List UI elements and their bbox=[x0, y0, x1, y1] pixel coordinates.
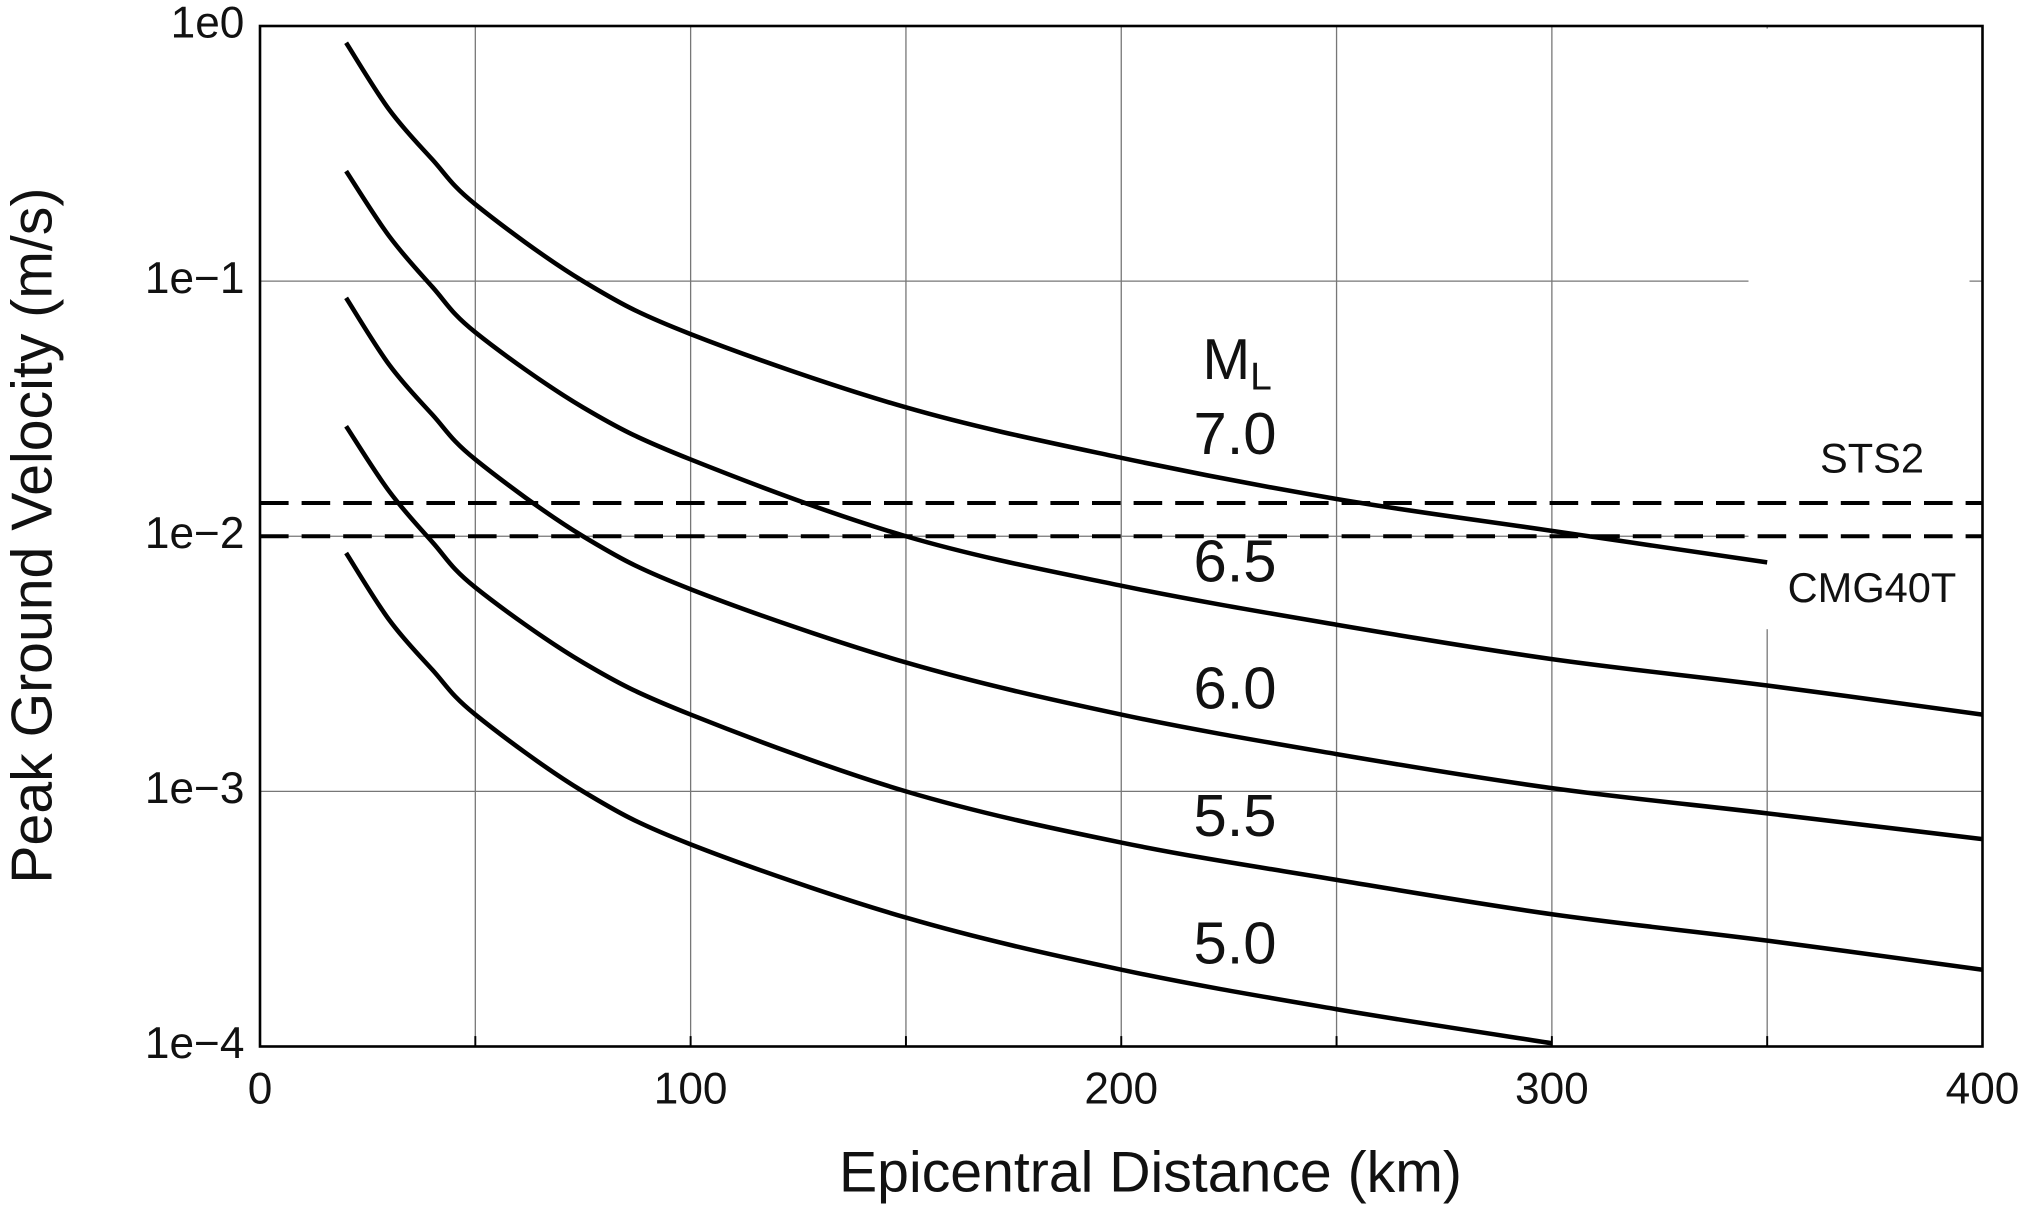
y-tick-label: 1e−2 bbox=[145, 509, 245, 558]
curve bbox=[344, 296, 1983, 842]
x-tick-label: 200 bbox=[1084, 1065, 1158, 1114]
curve-label: 5.0 bbox=[1193, 909, 1276, 976]
curve bbox=[344, 551, 1553, 1046]
plot-frame bbox=[258, 24, 1984, 1048]
curve-label: 7.0 bbox=[1193, 400, 1276, 467]
curve bbox=[344, 169, 1983, 717]
x-axis-label: Epicentral Distance (km) bbox=[839, 1141, 1462, 1205]
curve-label: 6.5 bbox=[1193, 527, 1276, 594]
reference-label: CMG40T bbox=[1788, 564, 1957, 611]
legend-title: ML bbox=[1202, 328, 1271, 399]
x-tick-label: 100 bbox=[654, 1065, 728, 1114]
y-tick-label: 1e−4 bbox=[145, 1019, 245, 1068]
x-tick-label: 300 bbox=[1515, 1065, 1589, 1114]
y-tick-label: 1e−1 bbox=[145, 254, 245, 303]
curve bbox=[344, 424, 1983, 972]
y-tick-label: 1e−3 bbox=[145, 764, 245, 813]
curve-label: 5.5 bbox=[1193, 782, 1276, 849]
x-tick-label: 400 bbox=[1946, 1065, 2020, 1114]
curve-label: 6.0 bbox=[1193, 655, 1276, 722]
reference-label: STS2 bbox=[1820, 434, 1924, 481]
curve bbox=[344, 41, 1768, 565]
x-tick-label: 0 bbox=[248, 1065, 273, 1114]
legend-title-subscript: L bbox=[1250, 356, 1272, 399]
label-background bbox=[1748, 28, 1970, 630]
y-tick-label: 1e0 bbox=[171, 0, 245, 48]
legend-title-main: M bbox=[1202, 328, 1250, 392]
y-axis-label: Peak Ground Velocity (m/s) bbox=[1, 188, 65, 884]
